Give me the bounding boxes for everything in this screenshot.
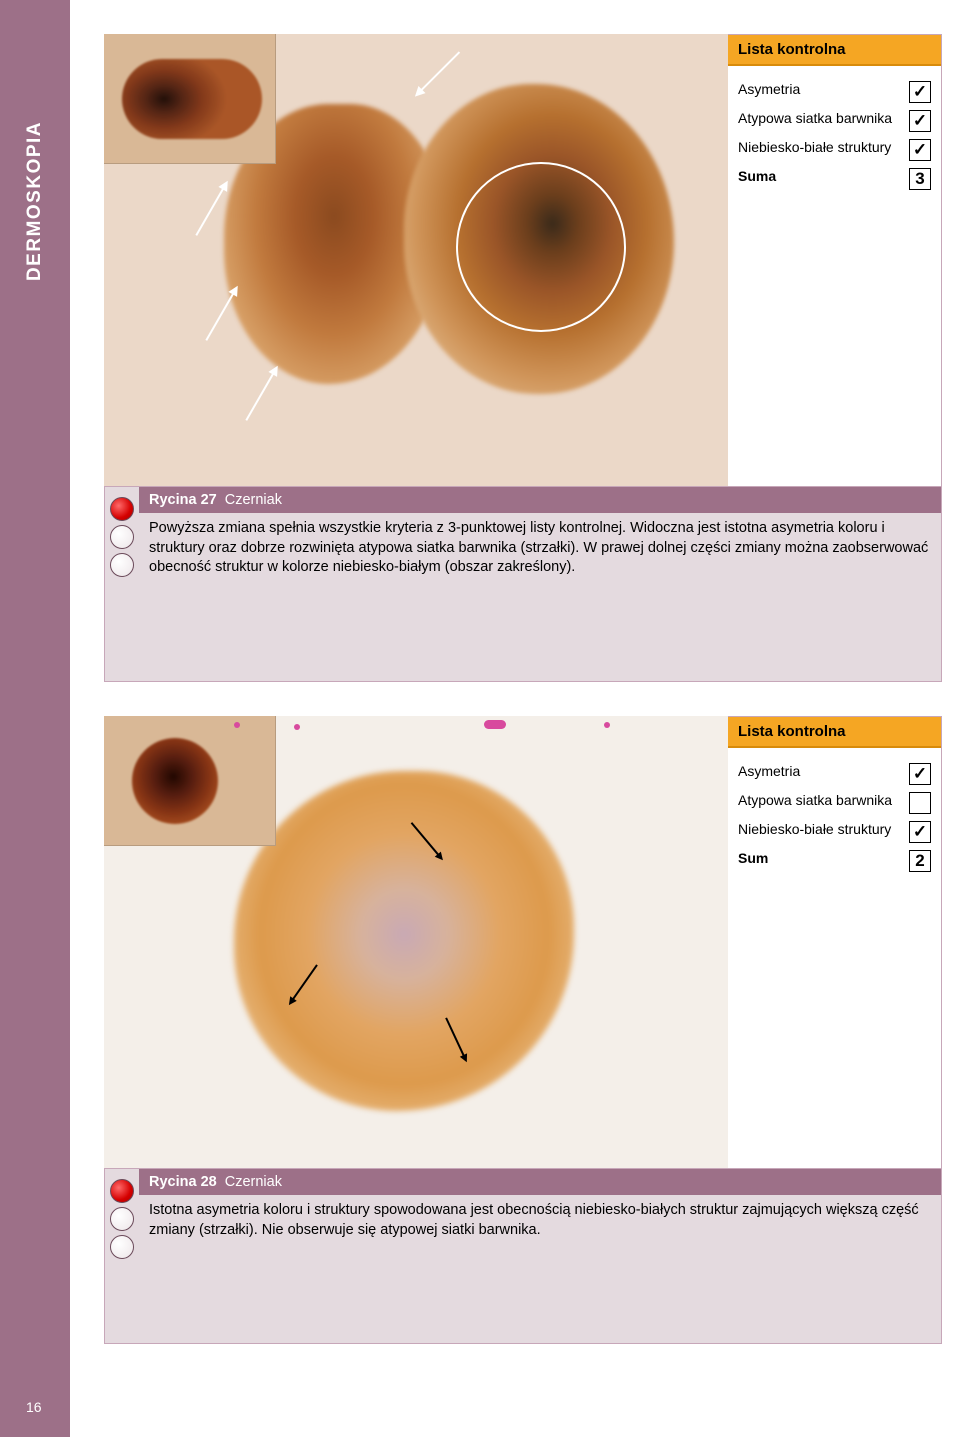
checklist-sum-row: Sum 2 [738, 850, 931, 872]
sum-box: 2 [909, 850, 931, 872]
checklist-row: Atypowa siatka barwnika [738, 792, 931, 814]
caption-title-name: Czerniak [225, 1174, 282, 1190]
caption-body: Powyższa zmiana spełnia wszystkie kryter… [139, 513, 941, 588]
signal-off-icon [110, 1207, 134, 1231]
figure-27-checklist: Lista kontrolna Asymetria ✓ Atypowa siat… [728, 34, 942, 486]
checklist-label: Niebiesko-białe struktury [738, 821, 905, 837]
figure-28-area: Lista kontrolna Asymetria ✓ Atypowa siat… [104, 716, 942, 1168]
checklist-sum-label: Sum [738, 850, 905, 866]
caption-title-number: Rycina 28 [149, 1174, 217, 1190]
page: DERMOSKOPIA 16 Lista k [0, 0, 960, 1437]
checkbox-icon: ✓ [909, 110, 931, 132]
checklist-row: Niebiesko-białe struktury ✓ [738, 821, 931, 843]
checklist-header: Lista kontrolna [728, 717, 941, 748]
checkbox-icon [909, 792, 931, 814]
figure-28-caption: Rycina 28 Czerniak Istotna asymetria kol… [104, 1168, 942, 1344]
checklist-row: Atypowa siatka barwnika ✓ [738, 110, 931, 132]
figure-28-inset [104, 716, 276, 846]
signal-off-icon [110, 553, 134, 577]
fleck [294, 724, 300, 730]
caption-title: Rycina 27 Czerniak [139, 487, 941, 513]
signal-off-icon [110, 1235, 134, 1259]
figure-28-section: Lista kontrolna Asymetria ✓ Atypowa siat… [104, 716, 942, 1344]
arrow-icon [245, 372, 274, 421]
caption-title-number: Rycina 27 [149, 492, 217, 508]
fleck [604, 722, 610, 728]
arrow-icon [195, 187, 224, 236]
checklist-row: Niebiesko-białe struktury ✓ [738, 139, 931, 161]
risk-signal-column [105, 1169, 139, 1343]
circle-annotation [456, 162, 626, 332]
checkbox-icon: ✓ [909, 821, 931, 843]
page-number: 16 [26, 1399, 42, 1415]
figure-28-checklist: Lista kontrolna Asymetria ✓ Atypowa siat… [728, 716, 942, 1168]
checklist-label: Asymetria [738, 81, 905, 97]
checklist-body: Asymetria ✓ Atypowa siatka barwnika Nieb… [728, 748, 941, 889]
caption-text-column: Rycina 28 Czerniak Istotna asymetria kol… [139, 1169, 941, 1343]
figure-27-main-image [104, 34, 728, 486]
figure-27-section: Lista kontrolna Asymetria ✓ Atypowa siat… [104, 34, 942, 682]
checklist-label: Asymetria [738, 763, 905, 779]
checklist-header: Lista kontrolna [728, 35, 941, 66]
checkbox-icon: ✓ [909, 763, 931, 785]
arrow-icon [420, 51, 460, 91]
checklist-sum-label: Suma [738, 168, 905, 184]
arrow-icon [205, 292, 234, 341]
figure-28-main-image [104, 716, 728, 1168]
checklist-sum-row: Suma 3 [738, 168, 931, 190]
figure-27-caption: Rycina 27 Czerniak Powyższa zmiana spełn… [104, 486, 942, 682]
caption-body: Istotna asymetria koloru i struktury spo… [139, 1195, 941, 1250]
risk-signal-column [105, 487, 139, 681]
inset-lesion [122, 59, 262, 139]
checklist-label: Atypowa siatka barwnika [738, 792, 905, 808]
checklist-row: Asymetria ✓ [738, 81, 931, 103]
caption-title-name: Czerniak [225, 492, 282, 508]
left-sidebar: DERMOSKOPIA 16 [0, 0, 70, 1437]
sum-box: 3 [909, 168, 931, 190]
caption-title: Rycina 28 Czerniak [139, 1169, 941, 1195]
caption-text-column: Rycina 27 Czerniak Powyższa zmiana spełn… [139, 487, 941, 681]
checklist-body: Asymetria ✓ Atypowa siatka barwnika ✓ Ni… [728, 66, 941, 207]
checklist-label: Atypowa siatka barwnika [738, 110, 905, 126]
signal-red-icon [110, 1179, 134, 1203]
figure-27-inset [104, 34, 276, 164]
content-area: Lista kontrolna Asymetria ✓ Atypowa siat… [70, 0, 960, 1437]
fleck [234, 722, 240, 728]
checklist-label: Niebiesko-białe struktury [738, 139, 905, 155]
signal-red-icon [110, 497, 134, 521]
checkbox-icon: ✓ [909, 139, 931, 161]
signal-off-icon [110, 525, 134, 549]
figure-27-area: Lista kontrolna Asymetria ✓ Atypowa siat… [104, 34, 942, 486]
checklist-row: Asymetria ✓ [738, 763, 931, 785]
checkbox-icon: ✓ [909, 81, 931, 103]
section-vertical-label: DERMOSKOPIA [24, 121, 46, 281]
lesion-shape [234, 771, 574, 1111]
fleck [484, 720, 506, 729]
inset-lesion [132, 738, 218, 824]
